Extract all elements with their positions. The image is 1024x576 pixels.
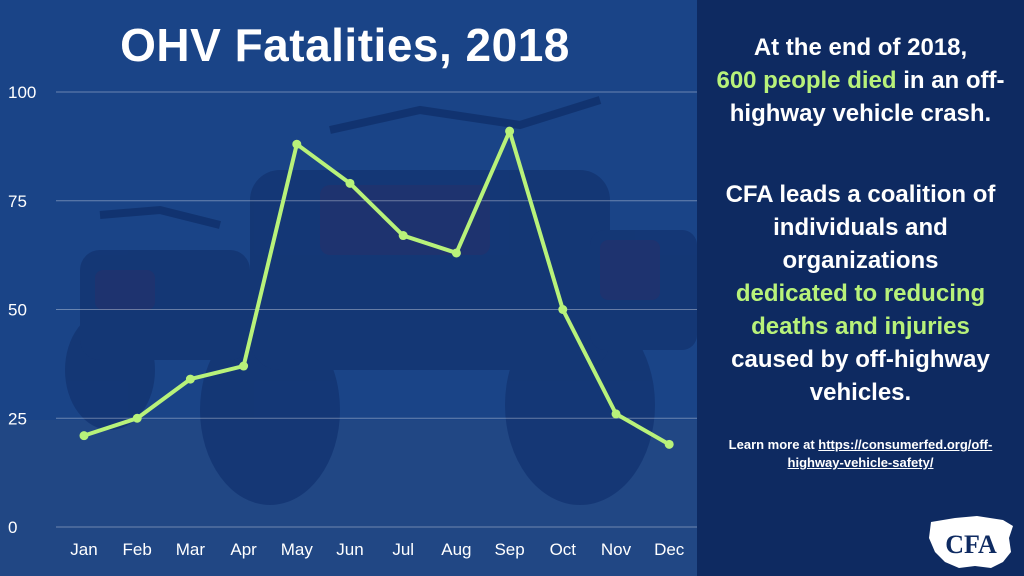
- learn-more-link[interactable]: https://consumerfed.org/off-highway-vehi…: [787, 437, 993, 470]
- coalition-rest: caused by off-highway vehicles.: [731, 346, 990, 406]
- line-chart: 0 25 50 75 100 Jan Feb Mar Apr May Jun Jul Aug Sep Oc…: [8, 83, 697, 559]
- coalition-statement: CFA leads a coalition of individuals and…: [705, 178, 1016, 409]
- x-tick-label: Nov: [601, 540, 632, 559]
- y-tick-label: 25: [8, 409, 27, 428]
- coalition-highlight: dedicated to reducing deaths and injurie…: [735, 280, 986, 340]
- data-point: [345, 178, 355, 188]
- summary-intro: At the end of 2018,: [753, 34, 968, 61]
- data-point: [79, 431, 89, 441]
- data-point: [292, 139, 302, 149]
- chart-title: OHV Fatalities, 2018: [120, 19, 570, 71]
- data-point: [398, 231, 408, 241]
- data-point: [132, 413, 142, 423]
- data-points: [79, 126, 674, 449]
- x-axis-ticks: Jan Feb Mar Apr May Jun Jul Aug Sep Oct Nov Dec: [70, 540, 685, 559]
- x-tick-label: May: [281, 540, 314, 559]
- x-tick-label: Dec: [654, 540, 685, 559]
- x-tick-label: Feb: [123, 540, 152, 559]
- y-axis-ticks: 0 25 50 75 100: [8, 83, 36, 537]
- gridlines: [56, 91, 697, 528]
- summary-rest: in an off-highway vehicle crash.: [729, 67, 1005, 127]
- y-tick-label: 75: [8, 192, 27, 211]
- data-point: [185, 374, 195, 384]
- fatality-summary: At the end of 2018, 600 people died in a…: [705, 31, 1016, 130]
- info-panel: At the end of 2018, 600 people died in a…: [697, 0, 1024, 576]
- y-tick-label: 50: [8, 301, 27, 320]
- y-tick-label: 0: [8, 518, 17, 537]
- x-tick-label: Jan: [70, 540, 97, 559]
- x-tick-label: Jul: [392, 540, 414, 559]
- cfa-logo: CFA: [929, 516, 1013, 568]
- x-tick-label: Oct: [550, 540, 577, 559]
- data-point: [239, 361, 249, 371]
- fatalities-line: [83, 129, 671, 447]
- x-tick-label: Sep: [494, 540, 524, 559]
- data-point: [611, 409, 621, 419]
- y-tick-label: 100: [8, 83, 36, 102]
- data-point: [505, 126, 515, 136]
- data-point: [558, 305, 568, 314]
- data-point: [451, 248, 461, 258]
- data-point: [664, 439, 674, 449]
- coalition-intro: CFA leads a coalition of individuals and…: [725, 181, 996, 274]
- learn-more: Learn more at https://consumerfed.org/of…: [707, 436, 1014, 472]
- x-tick-label: Mar: [176, 540, 206, 559]
- learn-more-label: Learn more at: [728, 437, 819, 452]
- x-tick-label: Jun: [336, 540, 363, 559]
- atv-photo-background: [0, 0, 697, 576]
- x-tick-label: Aug: [441, 540, 471, 559]
- logo-text: CFA: [945, 530, 997, 559]
- x-tick-label: Apr: [230, 540, 257, 559]
- summary-highlight: 600 people died: [716, 67, 897, 94]
